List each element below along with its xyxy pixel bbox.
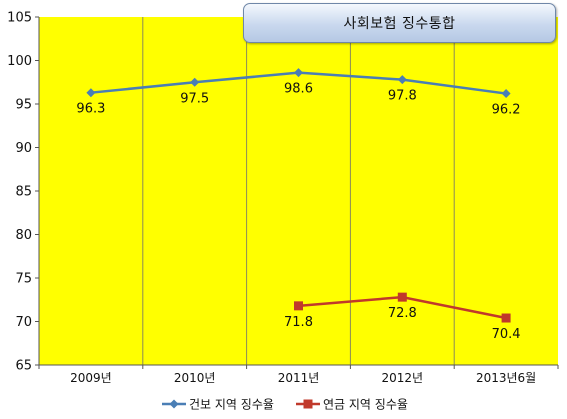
x-tick-label: 2010년 (174, 371, 216, 385)
data-label-health: 96.3 (76, 102, 105, 117)
legend-label-pension: 연금 지역 징수율 (323, 398, 408, 412)
data-point-health (190, 77, 200, 87)
data-label-health: 98.6 (284, 82, 313, 97)
data-label-health: 96.2 (492, 103, 521, 118)
x-tick-label: 2009년 (70, 371, 112, 385)
y-tick-label: 90 (15, 141, 32, 156)
data-label-pension: 71.8 (284, 315, 313, 330)
y-tick-label: 105 (7, 11, 32, 26)
x-tick-label: 2011년 (278, 371, 320, 385)
data-point-health (397, 75, 407, 85)
x-tick-label: 2012년 (382, 371, 424, 385)
data-label-health: 97.5 (180, 91, 209, 106)
legend-marker-pension (303, 399, 313, 409)
x-tick-label: 2013년6월 (476, 371, 536, 385)
y-tick-label: 80 (15, 228, 32, 243)
legend-marker-health (169, 399, 179, 409)
legend-label-health: 건보 지역 징수율 (189, 398, 274, 412)
y-tick-label: 85 (15, 185, 32, 200)
y-tick-label: 65 (15, 359, 32, 374)
data-point-health (294, 68, 303, 78)
data-point-pension (397, 292, 407, 302)
y-tick-label: 70 (15, 315, 32, 330)
y-tick-label: 100 (7, 54, 32, 69)
chart-title: 사회보험 징수통합 (243, 3, 556, 43)
data-point-pension (294, 301, 303, 311)
data-point-health (86, 88, 96, 98)
data-point-health (501, 89, 511, 99)
data-point-pension (501, 313, 511, 323)
data-label-pension: 70.4 (492, 327, 521, 342)
y-tick-label: 75 (15, 272, 32, 287)
y-tick-label: 95 (15, 98, 32, 113)
data-label-pension: 72.8 (388, 306, 417, 321)
data-label-health: 97.8 (388, 89, 417, 104)
